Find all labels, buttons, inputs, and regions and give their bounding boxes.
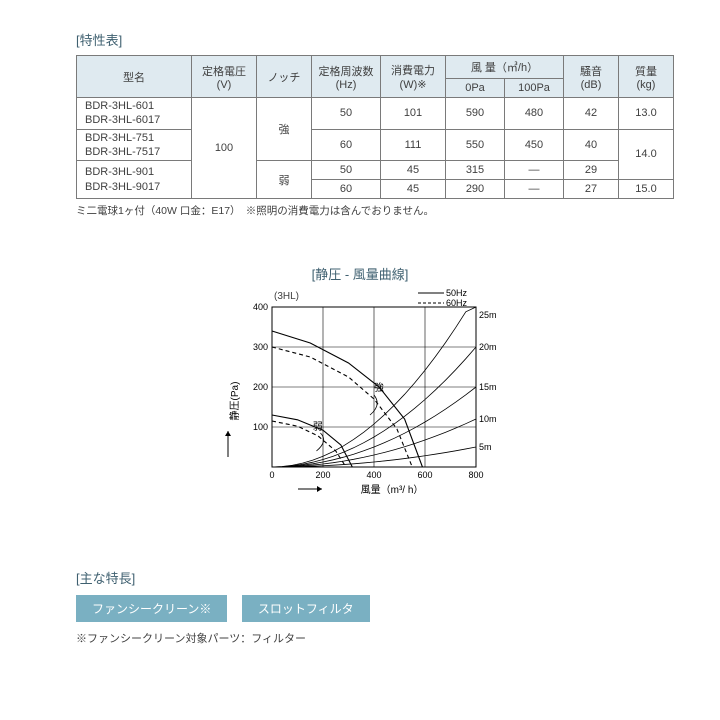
- tag-slot-filter: スロットフィルタ: [242, 595, 370, 622]
- svg-text:50Hz: 50Hz: [446, 288, 468, 298]
- tag-fancy-clean: ファンシークリーン※: [76, 595, 227, 622]
- cell-freq: 50: [312, 161, 381, 180]
- cell-a0: 590: [446, 98, 505, 130]
- th-notch: ノッチ: [257, 56, 312, 98]
- cell-freq: 50: [312, 98, 381, 130]
- svg-text:200: 200: [315, 470, 330, 480]
- cell-voltage: 100: [192, 98, 257, 199]
- cell-freq: 60: [312, 180, 381, 199]
- spec-table: 型名 定格電圧 (V) ノッチ 定格周波数 (Hz) 消費電力 (W)※ 風 量…: [76, 55, 674, 199]
- svg-text:300: 300: [253, 342, 268, 352]
- svg-text:200: 200: [253, 382, 268, 392]
- th-airflow-0: 0Pa: [446, 79, 505, 98]
- svg-text:600: 600: [417, 470, 432, 480]
- th-airflow: 風 量（㎥/h）: [446, 56, 564, 79]
- cell-power: 111: [381, 129, 446, 161]
- cell-notch-strong: 強: [257, 98, 312, 161]
- cell-a100: 480: [505, 98, 564, 130]
- th-mass: 質量 (kg): [619, 56, 674, 98]
- cell-a100: 450: [505, 129, 564, 161]
- pressure-flow-chart: (3HL)50Hz60Hz0200400600800100200300400風量…: [210, 285, 510, 515]
- th-airflow-100: 100Pa: [505, 79, 564, 98]
- cell-noise: 27: [564, 180, 619, 199]
- cell-mass: 15.0: [619, 180, 674, 199]
- svg-text:10m: 10m: [479, 414, 497, 424]
- svg-text:(3HL): (3HL): [274, 291, 299, 302]
- svg-text:0: 0: [269, 470, 274, 480]
- cell-a0: 290: [446, 180, 505, 199]
- th-power: 消費電力 (W)※: [381, 56, 446, 98]
- features-title: [主な特長]: [76, 568, 700, 587]
- svg-text:5m: 5m: [479, 442, 492, 452]
- cell-power: 45: [381, 161, 446, 180]
- cell-model: BDR-3HL-751 BDR-3HL-7517: [77, 129, 192, 161]
- th-freq: 定格周波数 (Hz): [312, 56, 381, 98]
- svg-text:400: 400: [366, 470, 381, 480]
- cell-notch-weak: 弱: [257, 161, 312, 199]
- cell-noise: 29: [564, 161, 619, 180]
- spec-table-note: ミ二電球1ヶ付（40W 口金：E17） ※照明の消費電力は含んでおりません。: [76, 203, 700, 218]
- chart-title: [静圧 - 風量曲線]: [312, 264, 409, 283]
- cell-noise: 40: [564, 129, 619, 161]
- svg-text:400: 400: [253, 302, 268, 312]
- cell-a100: —: [505, 161, 564, 180]
- cell-a100: —: [505, 180, 564, 199]
- svg-text:20m: 20m: [479, 342, 497, 352]
- cell-a0: 315: [446, 161, 505, 180]
- svg-text:強: 強: [374, 381, 384, 394]
- th-noise: 騒音 (dB): [564, 56, 619, 98]
- svg-text:25m: 25m: [479, 310, 497, 320]
- cell-model: BDR-3HL-901 BDR-3HL-9017: [77, 161, 192, 199]
- th-model: 型名: [77, 56, 192, 98]
- cell-power: 101: [381, 98, 446, 130]
- svg-text:800: 800: [468, 470, 483, 480]
- cell-freq: 60: [312, 129, 381, 161]
- cell-mass: 14.0: [619, 129, 674, 180]
- svg-text:100: 100: [253, 422, 268, 432]
- cell-power: 45: [381, 180, 446, 199]
- cell-mass: 13.0: [619, 98, 674, 130]
- cell-noise: 42: [564, 98, 619, 130]
- spec-table-title: [特性表]: [20, 30, 700, 49]
- th-voltage: 定格電圧 (V): [192, 56, 257, 98]
- svg-text:15m: 15m: [479, 382, 497, 392]
- svg-text:風量（m³/ h）: 風量（m³/ h）: [361, 484, 424, 496]
- cell-model: BDR-3HL-601 BDR-3HL-6017: [77, 98, 192, 130]
- svg-text:静圧(Pa): 静圧(Pa): [228, 382, 241, 421]
- svg-text:弱: 弱: [313, 421, 323, 433]
- cell-a0: 550: [446, 129, 505, 161]
- features-note: ※ファンシークリーン対象パーツ：フィルター: [76, 630, 700, 646]
